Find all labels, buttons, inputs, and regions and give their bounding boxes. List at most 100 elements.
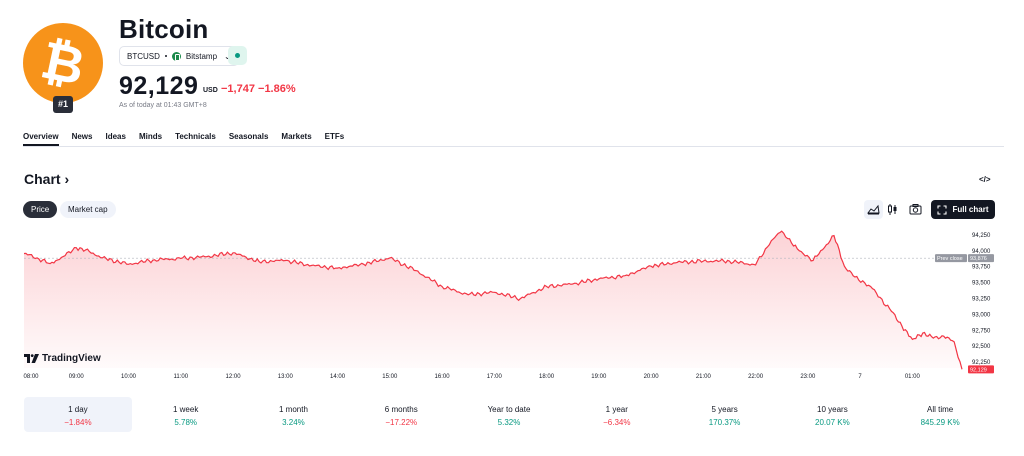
x-tick-label: 12:00: [226, 374, 242, 380]
y-tick-label: 93,750: [972, 265, 991, 271]
period-label: 1 year: [605, 405, 628, 414]
price-change: −1,747 −1.86%: [221, 83, 296, 95]
bitcoin-logo-icon: ₿: [23, 23, 103, 103]
y-tick-label: 93,250: [972, 297, 991, 303]
price-chart[interactable]: 94,250 94,000 93,750 93,500 93,250 93,000 92,7…: [0, 228, 1024, 388]
y-tick-label: 94,000: [972, 249, 991, 255]
period-change: 5.32%: [497, 418, 521, 427]
y-tick-label: 92,250: [972, 360, 991, 366]
x-tick-label: 11:00: [173, 374, 188, 380]
performance-periods: 1 day −1.84% 1 week 5.78% 1 month 3.24% 6 mont…: [24, 397, 994, 432]
period-label: 1 day: [68, 405, 88, 414]
change-abs: −1,747: [221, 83, 255, 95]
chart-area-fill: [24, 231, 962, 370]
symbol-selector[interactable]: BTCUSD Bitstamp ⌄: [119, 46, 239, 66]
prev-close-label: Prev close: [937, 256, 963, 262]
chevron-down-icon: ⌄: [224, 52, 231, 61]
x-tick-label: 17:00: [487, 374, 503, 380]
x-tick-label: 22:00: [748, 374, 764, 380]
svg-text:₿: ₿: [36, 30, 90, 98]
period-change: −6.34%: [603, 418, 631, 427]
x-tick-label: 10:00: [121, 374, 137, 380]
tab-etfs[interactable]: ETFs: [324, 132, 345, 141]
prev-close-tag: [935, 254, 967, 263]
period-3[interactable]: 6 months −17.22%: [347, 397, 455, 432]
embed-code-icon[interactable]: </>: [979, 175, 991, 184]
y-tick-label: 94,250: [972, 233, 991, 239]
period-change: −17.22%: [385, 418, 418, 427]
period-6[interactable]: 5 years 170.37%: [671, 397, 779, 432]
period-7[interactable]: 10 years 20.07 K%: [778, 397, 886, 432]
period-0[interactable]: 1 day −1.84%: [24, 397, 132, 432]
chevron-right-icon: ›: [64, 171, 70, 187]
symbol-label: BTCUSD: [127, 51, 160, 61]
last-price-tag: [968, 365, 994, 374]
tab-news[interactable]: News: [71, 132, 93, 141]
period-5[interactable]: 1 year −6.34%: [563, 397, 671, 432]
chart-series-line: [23, 230, 963, 370]
period-change: 170.37%: [708, 418, 741, 427]
x-tick-label: 01:00: [905, 374, 921, 380]
period-change: 20.07 K%: [815, 418, 850, 427]
x-tick-label: 15:00: [382, 374, 398, 380]
tab-minds[interactable]: Minds: [138, 132, 163, 141]
period-label: 1 week: [172, 405, 199, 414]
x-tick-label: 21:00: [696, 374, 712, 380]
market-cap-toggle[interactable]: Market cap: [60, 201, 116, 218]
x-tick-label: 23:00: [800, 374, 816, 380]
period-change: 845.29 K%: [920, 418, 960, 427]
last-price-value: 92,129: [970, 367, 987, 373]
market-status-dot-icon: [235, 53, 240, 58]
period-4[interactable]: Year to date 5.32%: [455, 397, 563, 432]
period-change: 5.78%: [174, 418, 198, 427]
chart-section-title[interactable]: Chart ›: [24, 171, 69, 187]
x-tick-label: 7: [858, 374, 862, 380]
period-label: 1 month: [279, 405, 308, 414]
last-price: 92,129: [119, 72, 199, 100]
period-2[interactable]: 1 month 3.24%: [240, 397, 348, 432]
symbol-nav-tabs: Overview News Ideas Minds Technicals Sea…: [23, 132, 1004, 147]
x-tick-label: 16:00: [435, 374, 451, 380]
full-chart-label: Full chart: [952, 205, 989, 214]
as-of-timestamp: As of today at 01:43 GMT+8: [119, 102, 207, 109]
bitstamp-icon: [171, 51, 181, 61]
prev-close-value: 93,876: [970, 256, 987, 262]
y-tick-label: 93,500: [972, 281, 991, 287]
market-status-badge[interactable]: [228, 46, 247, 65]
period-8[interactable]: All time 845.29 K%: [886, 397, 994, 432]
x-tick-label: 08:00: [23, 374, 39, 380]
period-change: 3.24%: [282, 418, 305, 427]
watermark-label: TradingView: [42, 353, 101, 364]
page-title: Bitcoin: [119, 14, 209, 44]
full-chart-button[interactable]: Full chart: [931, 200, 995, 219]
tradingview-logo-icon: [24, 354, 39, 363]
period-label: 6 months: [384, 405, 418, 414]
period-1[interactable]: 1 week 5.78%: [132, 397, 240, 432]
period-change: −1.84%: [64, 418, 92, 427]
x-tick-label: 20:00: [644, 374, 660, 380]
snapshot-button[interactable]: [906, 200, 925, 219]
fullscreen-icon: [937, 204, 948, 215]
camera-icon: [909, 204, 922, 215]
x-tick-label: 19:00: [591, 374, 607, 380]
x-tick-label: 18:00: [539, 374, 555, 380]
change-pct: −1.86%: [258, 83, 296, 95]
candlestick-icon: [888, 204, 897, 215]
area-chart-button[interactable]: [864, 200, 883, 219]
x-tick-label: 14:00: [330, 374, 346, 380]
separator-dot: [164, 55, 167, 57]
tradingview-watermark: TradingView: [24, 353, 101, 364]
tab-overview[interactable]: Overview: [23, 132, 59, 146]
area-chart-icon: [867, 204, 880, 215]
tab-ideas[interactable]: Ideas: [105, 132, 126, 141]
tab-markets[interactable]: Markets: [281, 132, 312, 141]
chart-title-label: Chart: [24, 171, 61, 187]
candlestick-button[interactable]: [883, 200, 902, 219]
period-label: 5 years: [711, 405, 738, 414]
x-tick-label: 13:00: [278, 374, 294, 380]
y-tick-label: 93,000: [972, 312, 991, 318]
tab-technicals[interactable]: Technicals: [175, 132, 216, 141]
price-toggle[interactable]: Price: [23, 201, 58, 218]
tab-seasonals[interactable]: Seasonals: [228, 132, 269, 141]
exchange-label: Bitstamp: [185, 51, 218, 61]
